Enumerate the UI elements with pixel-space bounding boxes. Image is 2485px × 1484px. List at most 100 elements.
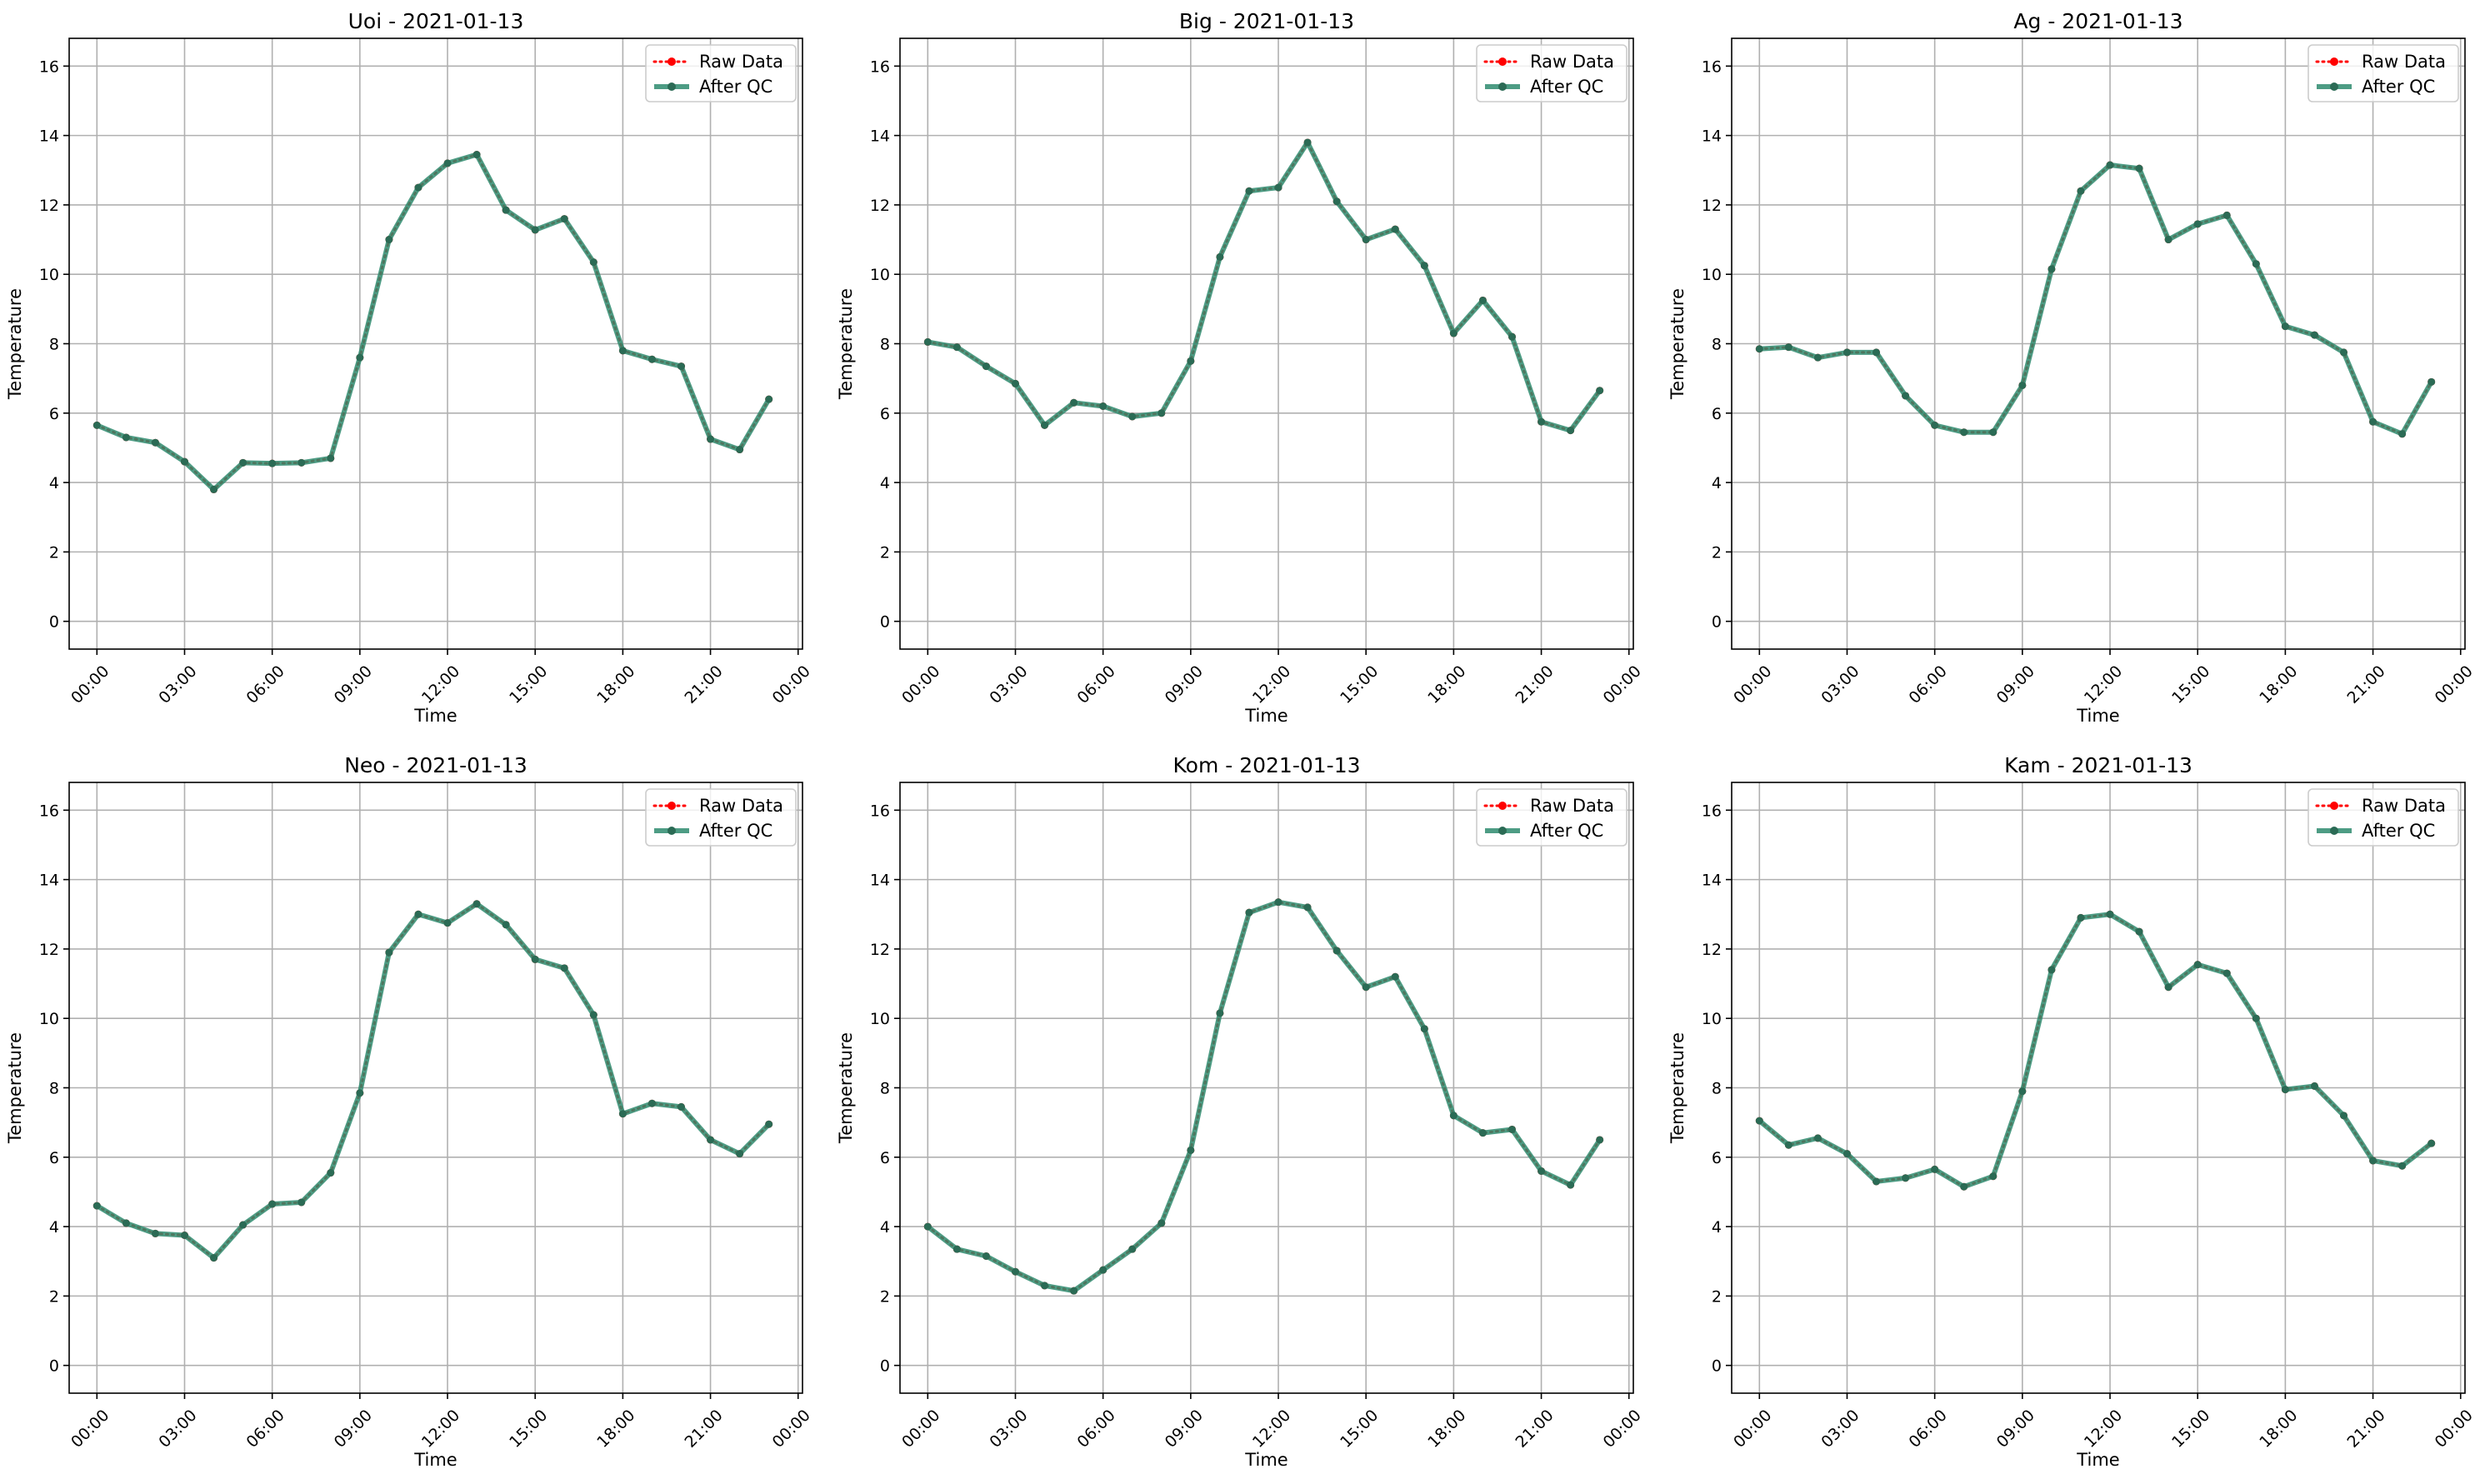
data-point	[180, 1232, 188, 1240]
data-point	[736, 1150, 744, 1158]
data-point	[1567, 427, 1575, 435]
data-point	[2222, 211, 2231, 219]
x-tick-label: 03:00	[986, 662, 1031, 707]
legend-label-raw-data: Raw Data	[699, 52, 783, 72]
data-point	[2281, 322, 2289, 331]
data-point	[1784, 343, 1792, 352]
data-point	[1158, 409, 1166, 417]
data-point	[2164, 983, 2172, 992]
data-point	[678, 1102, 686, 1111]
series-after-qc	[92, 151, 773, 493]
data-point	[2106, 910, 2114, 918]
chart-title: Uoi - 2021-01-13	[348, 9, 524, 33]
data-point	[210, 1254, 218, 1262]
data-point	[1041, 421, 1049, 429]
x-tick-label: 09:00	[1162, 1407, 1207, 1452]
x-tick-label: 12:00	[1249, 1407, 1294, 1452]
data-point	[982, 362, 990, 371]
y-tick-label: 10	[39, 1010, 59, 1028]
chart-panel-3: 0 2 4 6 8 10 12 14 16 00:00 03:00 06:00 09:00 12:00 15…	[5, 753, 814, 1470]
x-tick-label: 09:00	[1162, 662, 1207, 707]
y-tick-label: 2	[49, 1287, 59, 1306]
data-point	[1041, 1282, 1049, 1290]
data-point	[1362, 983, 1370, 992]
x-tick-label: 03:00	[1818, 662, 1862, 707]
legend: Raw Data After QC	[645, 788, 797, 847]
data-point	[1508, 332, 1517, 341]
y-tick-label: 2	[880, 543, 890, 562]
legend-label-raw-data: Raw Data	[1530, 796, 1614, 816]
x-tick-label: 15:00	[1337, 662, 1382, 707]
y-axis-label: Temperature	[1668, 288, 1688, 400]
x-tick-label: 00:00	[898, 662, 943, 707]
legend-marker-raw-data	[1498, 57, 1507, 66]
data-point	[443, 159, 452, 167]
y-tick-label: 12	[1702, 941, 1722, 959]
data-point	[1216, 252, 1224, 261]
x-axis-label: Time	[413, 1450, 457, 1470]
legend-marker-after-qc	[668, 82, 676, 91]
x-tick-label: 18:00	[593, 1407, 638, 1452]
legend-marker-raw-data	[668, 802, 676, 810]
chart-panel-4: 0 2 4 6 8 10 12 14 16 00:00 03:00 06:00 09:00 12:00 15…	[836, 753, 1645, 1470]
data-point	[618, 1110, 627, 1118]
data-point	[327, 454, 335, 462]
chart-title: Kom - 2021-01-13	[1173, 753, 1361, 777]
y-tick-label: 0	[49, 1357, 59, 1376]
legend: Raw Data After QC	[1476, 788, 1628, 847]
chart-title: Neo - 2021-01-13	[344, 753, 528, 777]
data-point	[1245, 187, 1253, 195]
data-point	[589, 258, 598, 267]
series-after-qc	[1755, 161, 2436, 438]
data-point	[1538, 1167, 1546, 1175]
data-point	[765, 1120, 773, 1128]
y-tick-label: 8	[49, 1080, 59, 1098]
x-tick-label: 06:00	[1074, 662, 1119, 707]
data-point	[648, 355, 656, 363]
data-point	[1158, 1219, 1166, 1227]
y-axis-label: Temperature	[1668, 1032, 1688, 1144]
data-point	[239, 458, 248, 467]
y-tick-label: 6	[880, 1149, 890, 1167]
data-point	[1960, 428, 1968, 437]
y-tick-label: 16	[1702, 57, 1722, 76]
x-tick-label: 15:00	[506, 1407, 551, 1452]
data-point	[1478, 1129, 1487, 1137]
data-point	[1538, 417, 1546, 426]
y-tick-label: 0	[880, 1357, 890, 1376]
y-tick-label: 16	[1702, 802, 1722, 820]
data-point	[1070, 1287, 1078, 1295]
data-point	[1187, 357, 1195, 365]
data-point	[589, 1011, 598, 1019]
x-tick-label: 06:00	[243, 1407, 288, 1452]
data-point	[2398, 430, 2407, 438]
y-tick-label: 0	[49, 613, 59, 632]
data-point	[2252, 1014, 2260, 1022]
data-point	[952, 343, 961, 352]
gridlines	[900, 38, 1633, 649]
x-tick-label: 12:00	[2081, 662, 2126, 707]
data-point	[298, 458, 306, 467]
data-point	[736, 446, 744, 454]
y-tick-label: 6	[1712, 1149, 1722, 1167]
x-tick-label: 06:00	[1906, 662, 1951, 707]
legend-entry-raw-data: Raw Data	[1483, 52, 1614, 72]
data-point	[1274, 183, 1282, 192]
data-point	[1011, 379, 1019, 387]
y-tick-label: 8	[1712, 1080, 1722, 1098]
legend-label-raw-data: Raw Data	[1530, 52, 1614, 72]
x-tick-label: 00:00	[769, 662, 814, 707]
x-tick-label: 12:00	[418, 662, 463, 707]
x-tick-label: 00:00	[1600, 1407, 1645, 1452]
data-point	[2398, 1162, 2407, 1170]
y-tick-label: 12	[870, 941, 890, 959]
y-tick-label: 8	[49, 336, 59, 354]
y-tick-label: 10	[39, 266, 59, 284]
legend-label-after-qc: After QC	[2362, 821, 2435, 841]
data-point	[923, 337, 932, 346]
data-point	[1755, 345, 1763, 353]
data-point	[1902, 392, 1910, 400]
legend-label-raw-data: Raw Data	[2362, 796, 2446, 816]
data-point	[1332, 947, 1341, 955]
